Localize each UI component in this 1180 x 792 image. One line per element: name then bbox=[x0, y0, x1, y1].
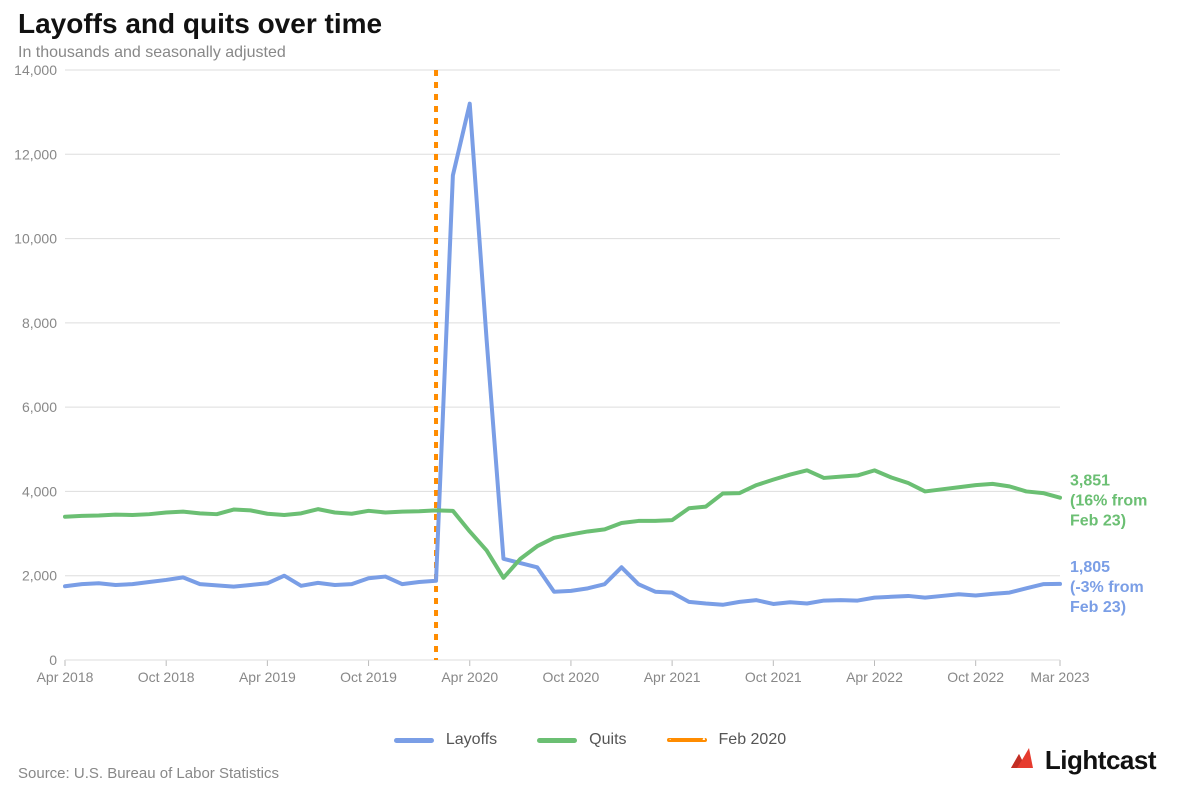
brand: Lightcast bbox=[1007, 745, 1156, 776]
svg-text:1,805: 1,805 bbox=[1070, 559, 1110, 576]
svg-text:2,000: 2,000 bbox=[22, 568, 57, 584]
svg-text:Oct 2018: Oct 2018 bbox=[138, 669, 195, 685]
chart-title: Layoffs and quits over time bbox=[18, 8, 382, 40]
svg-text:Oct 2021: Oct 2021 bbox=[745, 669, 802, 685]
legend: Layoffs Quits Feb 2020 bbox=[0, 720, 1180, 760]
plot-area: 02,0004,0006,0008,00010,00012,00014,000A… bbox=[65, 70, 1060, 690]
plot-svg: 02,0004,0006,0008,00010,00012,00014,000A… bbox=[65, 70, 1060, 690]
brand-icon bbox=[1007, 746, 1037, 776]
legend-label-quits: Quits bbox=[589, 731, 626, 749]
svg-text:Apr 2019: Apr 2019 bbox=[239, 669, 296, 685]
legend-swatch-quits bbox=[537, 738, 577, 743]
svg-text:(-3% from: (-3% from bbox=[1070, 579, 1144, 596]
legend-swatch-feb2020 bbox=[667, 738, 707, 742]
svg-text:Apr 2020: Apr 2020 bbox=[441, 669, 498, 685]
svg-text:Feb 23): Feb 23) bbox=[1070, 599, 1126, 616]
svg-text:3,851: 3,851 bbox=[1070, 473, 1110, 490]
svg-text:Oct 2019: Oct 2019 bbox=[340, 669, 397, 685]
brand-text: Lightcast bbox=[1045, 745, 1156, 776]
legend-swatch-layoffs bbox=[394, 738, 434, 743]
svg-text:8,000: 8,000 bbox=[22, 315, 57, 331]
svg-text:Apr 2022: Apr 2022 bbox=[846, 669, 903, 685]
source-text: Source: U.S. Bureau of Labor Statistics bbox=[18, 765, 279, 782]
chart-subtitle: In thousands and seasonally adjusted bbox=[18, 44, 286, 62]
svg-text:Oct 2020: Oct 2020 bbox=[543, 669, 600, 685]
legend-item-quits: Quits bbox=[537, 731, 626, 749]
svg-text:Mar 2023: Mar 2023 bbox=[1030, 669, 1089, 685]
svg-text:10,000: 10,000 bbox=[14, 231, 57, 247]
chart-container: Layoffs and quits over time In thousands… bbox=[0, 0, 1180, 792]
svg-text:(16% from: (16% from bbox=[1070, 493, 1147, 510]
svg-text:Oct 2022: Oct 2022 bbox=[947, 669, 1004, 685]
svg-text:Apr 2018: Apr 2018 bbox=[37, 669, 94, 685]
legend-item-feb2020: Feb 2020 bbox=[667, 731, 787, 749]
svg-text:14,000: 14,000 bbox=[14, 62, 57, 78]
svg-text:Feb 23): Feb 23) bbox=[1070, 513, 1126, 530]
svg-text:0: 0 bbox=[49, 652, 57, 668]
svg-text:Apr 2021: Apr 2021 bbox=[644, 669, 701, 685]
svg-text:4,000: 4,000 bbox=[22, 483, 57, 499]
svg-text:12,000: 12,000 bbox=[14, 146, 57, 162]
legend-item-layoffs: Layoffs bbox=[394, 731, 497, 749]
legend-label-layoffs: Layoffs bbox=[446, 731, 497, 749]
svg-text:6,000: 6,000 bbox=[22, 399, 57, 415]
legend-label-feb2020: Feb 2020 bbox=[719, 731, 787, 749]
